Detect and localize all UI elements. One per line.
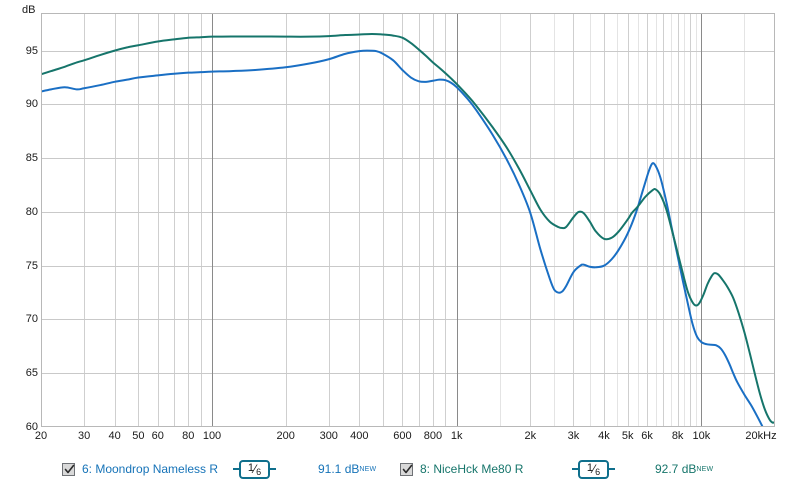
- x-axis-tick-50: 50: [132, 430, 145, 442]
- x-axis-tick-2k: 2k: [524, 430, 537, 442]
- smoothing-stepper-1[interactable]: 1⁄6: [572, 459, 615, 479]
- y-axis-tick-60: 60: [25, 421, 38, 433]
- legend-new-tag-0: NEW: [359, 465, 377, 473]
- smoothing-numerator-0: 1: [247, 461, 255, 474]
- y-axis-tick-65: 65: [25, 367, 38, 380]
- legend-entry-1[interactable]: 8: NiceHck Me80 R: [400, 452, 523, 486]
- y-axis-tick-70: 70: [25, 313, 38, 326]
- legend-label-1[interactable]: 8: NiceHck Me80 R: [420, 462, 524, 476]
- y-axis-tick-75: 75: [25, 259, 38, 272]
- legend-db-readout-1[interactable]: 92.7 dB NEW: [655, 452, 713, 486]
- legend-checkbox-0[interactable]: [62, 462, 75, 476]
- x-axis-tick-6k: 6k: [641, 430, 653, 442]
- x-axis-tick-4k: 4k: [598, 430, 610, 442]
- x-axis-tick-200: 200: [276, 430, 295, 442]
- smoothing-fraction-1: 1⁄6: [585, 461, 602, 477]
- smoothing-slash-0: ⁄: [254, 461, 257, 476]
- x-axis-tick-5k: 5k: [621, 430, 634, 442]
- y-axis-unit-label: dB: [22, 4, 36, 16]
- x-axis-tick-10k: 10k: [692, 430, 711, 442]
- smoothing-denominator-1: 6: [595, 466, 601, 477]
- x-axis-tick-800: 800: [423, 430, 443, 442]
- x-axis-tick-300: 300: [319, 430, 338, 442]
- x-axis-tick-20kHz: 20kHz: [745, 430, 777, 442]
- x-axis-tick-60: 60: [151, 430, 164, 442]
- x-axis-tick-400: 400: [350, 430, 369, 442]
- major-vertical-gridlines: [212, 13, 702, 427]
- smoothing-fraction-0: 1⁄6: [246, 461, 263, 477]
- y-axis-tick-labels: 95 90 85 80 75 70 65 60: [0, 0, 38, 486]
- plot-background: [41, 13, 775, 427]
- legend-bar: 6: Moondrop Nameless R 1⁄6 91.1 dB NEW 8: Ni…: [0, 452, 800, 486]
- legend-new-tag-1: NEW: [696, 465, 714, 473]
- plot-area: [41, 13, 775, 427]
- x-axis-tick-8k: 8k: [671, 430, 684, 442]
- horizontal-gridlines: [41, 51, 775, 374]
- smoothing-denominator-0: 6: [256, 466, 262, 477]
- plot-border: [41, 13, 775, 427]
- curve-series-0: [41, 49, 764, 427]
- smoothing-stepper-0[interactable]: 1⁄6: [233, 459, 276, 479]
- x-axis-tick-1k: 1k: [450, 430, 463, 442]
- x-axis-tick-600: 600: [393, 430, 412, 442]
- legend-entry-0[interactable]: 6: Moondrop Nameless R: [62, 452, 218, 486]
- response-curves: [41, 32, 775, 427]
- y-axis-tick-90: 90: [25, 98, 38, 111]
- plot-svg: [41, 13, 775, 427]
- curve-series-1: [41, 32, 775, 424]
- smoothing-slash-1: ⁄: [593, 461, 596, 476]
- y-axis-tick-85: 85: [25, 152, 38, 165]
- y-axis-tick-95: 95: [25, 44, 38, 57]
- legend-label-0[interactable]: 6: Moondrop Nameless R: [82, 462, 219, 476]
- smoothing-numerator-1: 1: [586, 461, 594, 474]
- smoothing-control-0[interactable]: 1⁄6: [233, 452, 276, 486]
- legend-db-readout-0[interactable]: 91.1 dB NEW: [318, 452, 376, 486]
- smoothing-increment-handle-1[interactable]: [609, 468, 615, 470]
- smoothing-control-1[interactable]: 1⁄6: [572, 452, 615, 486]
- smoothing-value-box-0[interactable]: 1⁄6: [239, 459, 270, 479]
- x-axis-tick-20: 20: [34, 430, 48, 442]
- legend-checkbox-1[interactable]: [400, 462, 413, 476]
- smoothing-value-box-1[interactable]: 1⁄6: [578, 459, 609, 479]
- smoothing-decrement-handle-0[interactable]: [233, 468, 239, 470]
- x-axis-tick-3k: 3k: [567, 430, 580, 442]
- smoothing-decrement-handle-1[interactable]: [572, 468, 578, 470]
- smoothing-increment-handle-0[interactable]: [270, 468, 276, 470]
- x-axis-tick-30: 30: [77, 430, 91, 442]
- checkmark-icon: [402, 464, 413, 473]
- y-axis-tick-80: 80: [25, 205, 38, 218]
- legend-db-value-0: 91.1 dB: [318, 462, 360, 476]
- checkmark-icon: [64, 464, 75, 473]
- x-axis-tick-100: 100: [202, 430, 222, 442]
- x-axis-tick-40: 40: [108, 430, 121, 442]
- legend-db-value-1: 92.7 dB: [655, 462, 697, 476]
- x-axis-tick-80: 80: [182, 430, 195, 442]
